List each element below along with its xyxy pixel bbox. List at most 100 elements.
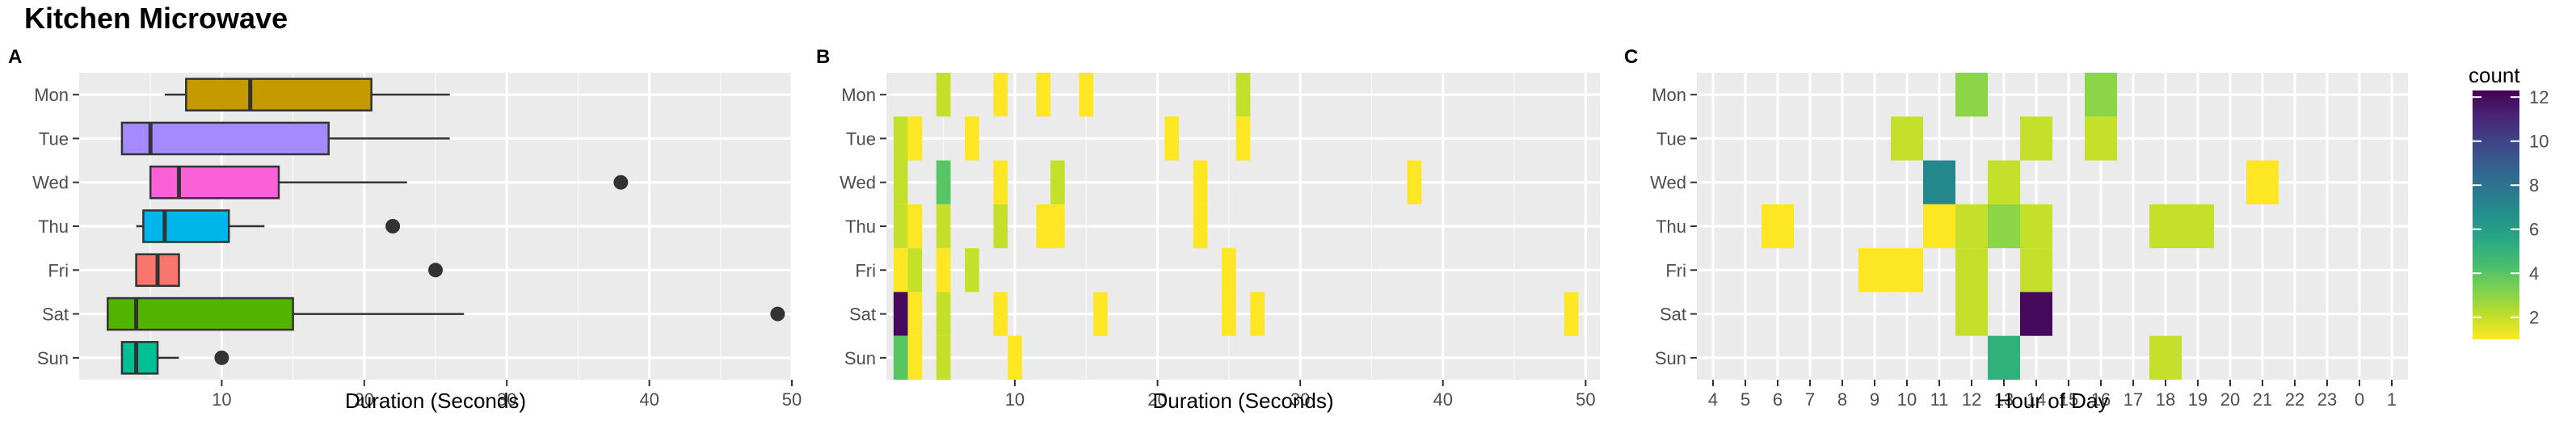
heatmap-cell [937, 292, 951, 335]
heatmap-cell [2020, 116, 2052, 160]
x-tick-label: 10 [1897, 389, 1917, 410]
heatmap-cell [1955, 292, 1988, 335]
outlier-point [385, 219, 400, 233]
y-tick-label: Mon [34, 85, 69, 105]
y-tick-label: Mon [841, 85, 876, 105]
x-tick-label: 12 [1962, 389, 1981, 410]
x-tick-label: 50 [782, 389, 802, 410]
heatmap-cell [2020, 292, 2052, 335]
x-tick-label: 22 [2285, 389, 2305, 410]
legend-tick-label: 6 [2529, 220, 2539, 240]
y-tick-label: Wed [1650, 173, 1686, 193]
heatmap-cell [1858, 248, 1891, 292]
heatmap-cell [1050, 161, 1065, 204]
heatmap-cell [1222, 248, 1236, 292]
heatmap-cell [907, 336, 922, 380]
heatmap-cell [965, 116, 979, 160]
heatmap-cell [937, 73, 951, 116]
heatmap-cell [937, 161, 951, 204]
heatmap-cell [1050, 204, 1065, 248]
heatmap-cell [894, 336, 908, 380]
heatmap-cell [1923, 161, 1955, 204]
y-tick-label: Mon [1652, 85, 1686, 105]
legend-tick-label: 8 [2529, 175, 2539, 196]
x-tick-label: 19 [2188, 389, 2208, 410]
heatmap-cell [2149, 336, 2182, 380]
box-wed [150, 166, 279, 198]
heatmap-cell [937, 248, 951, 292]
heatmap-cell [993, 73, 1008, 116]
heatmap-cell [907, 204, 922, 248]
heatmap-cell [1079, 73, 1093, 116]
y-tick-label: Thu [1656, 217, 1686, 237]
heatmap-cell [1988, 336, 2020, 380]
legend-colorbar [2473, 90, 2519, 339]
heatmap-cell [965, 248, 979, 292]
y-tick-label: Tue [1656, 128, 1686, 149]
panel-tag-C: C [1624, 46, 1638, 68]
heatmap-cell [2020, 248, 2052, 292]
x-tick-label: 4 [1708, 389, 1718, 410]
heatmap-cell [1193, 204, 1208, 248]
legend-tick-label: 4 [2529, 263, 2539, 284]
heatmap-cell [1036, 73, 1050, 116]
heatmap-cell [1164, 116, 1179, 160]
heatmap-cell [2085, 116, 2117, 160]
legend-tick-label: 2 [2529, 308, 2539, 328]
x-tick-label: 17 [2124, 389, 2143, 410]
outlier-point [770, 307, 785, 322]
heatmap-cell [894, 248, 908, 292]
x-tick-label: 20 [2220, 389, 2240, 410]
panel-tag-A: A [8, 46, 22, 68]
x-tick-label: 0 [2355, 389, 2364, 410]
y-tick-label: Thu [38, 217, 69, 237]
heatmap-cell [2085, 73, 2117, 116]
heatmap-cell [1193, 161, 1208, 204]
legend-title: count [2469, 63, 2520, 87]
heatmap-cell [1250, 292, 1265, 335]
y-tick-label: Sat [42, 305, 69, 325]
heatmap-cell [907, 116, 922, 160]
y-tick-label: Fri [48, 260, 69, 280]
legend-tick-label: 10 [2529, 132, 2549, 152]
x-tick-label: 5 [1740, 389, 1750, 410]
heatmap-cell [907, 292, 922, 335]
heatmap-cell [937, 336, 951, 380]
heatmap-cell [1762, 204, 1794, 248]
heatmap-cell [993, 292, 1008, 335]
x-tick-label: 1 [2387, 389, 2397, 410]
y-tick-label: Fri [1665, 260, 1686, 280]
outlier-point [613, 175, 628, 190]
y-tick-label: Sun [844, 348, 876, 368]
box-sun [122, 342, 158, 373]
y-tick-label: Sun [1655, 348, 1686, 368]
heatmap-cell [894, 204, 908, 248]
y-tick-label: Thu [845, 217, 876, 237]
heatmap-cell [1955, 248, 1988, 292]
outlier-point [214, 351, 229, 365]
outlier-point [428, 263, 443, 277]
heatmap-cell [907, 248, 922, 292]
heatmap-cell [1891, 248, 1923, 292]
heatmap-cell [1955, 204, 1988, 248]
heatmap-cell [1008, 336, 1022, 380]
heatmap-cell [1988, 161, 2020, 204]
heatmap-cell [2020, 204, 2052, 248]
heatmap-cell [1236, 73, 1251, 116]
heatmap-cell [2182, 204, 2214, 248]
x-tick-label: 50 [1576, 389, 1595, 410]
heatmap-cell [1923, 204, 1955, 248]
x-tick-label: 21 [2253, 389, 2272, 410]
x-tick-label: 7 [1805, 389, 1815, 410]
heatmap-cell [1236, 116, 1251, 160]
y-tick-label: Tue [846, 128, 876, 149]
heatmap-cell [894, 292, 908, 335]
y-tick-label: Sat [1660, 305, 1686, 325]
y-tick-label: Sat [849, 305, 876, 325]
heatmap-cell [894, 116, 908, 160]
x-axis-title: Duration (Seconds) [345, 389, 526, 413]
heatmap-cell [1955, 73, 1988, 116]
x-tick-label: 6 [1773, 389, 1783, 410]
y-tick-label: Fri [855, 260, 876, 280]
